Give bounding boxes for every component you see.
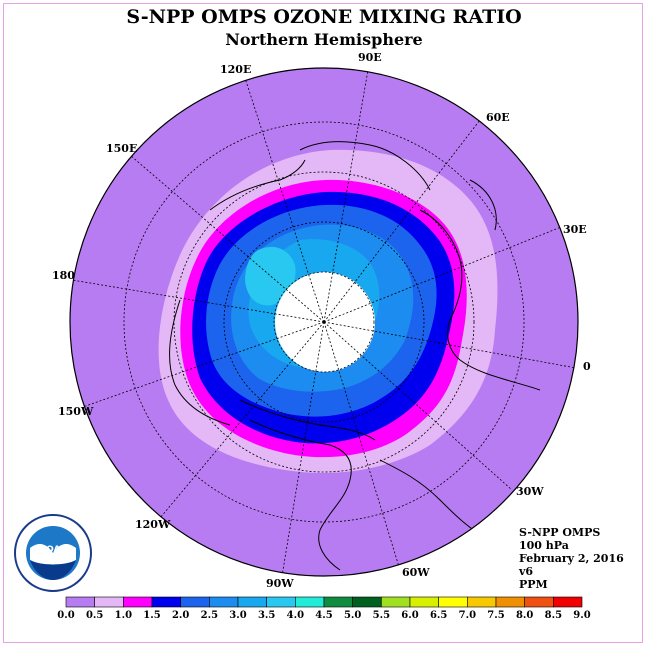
info-units: PPM (519, 578, 548, 591)
colorbar-tick-label: 8.5 (545, 610, 562, 621)
colorbar-tick-label: 3.5 (258, 610, 275, 621)
longitude-labels: 90E 60E 30E 0 30W 60W 90W 120W 150W 180 … (52, 51, 591, 590)
map-border (69, 67, 579, 577)
lon-label-90e: 90E (358, 51, 382, 64)
lon-label-150e: 150E (106, 142, 137, 155)
info-version: v6 (519, 565, 534, 578)
info-date: February 2, 2016 (519, 552, 624, 565)
colorbar-swatch (352, 596, 382, 608)
colorbar-tick-label: 5.0 (344, 610, 361, 621)
colorbar-swatch (323, 596, 353, 608)
colorbar-swatch (266, 596, 296, 608)
map-subtitle: Northern Hemisphere (225, 30, 423, 49)
lon-label-180: 180 (52, 269, 75, 282)
lon-label-90w: 90W (266, 577, 294, 590)
info-instrument: S-NPP OMPS (519, 526, 601, 539)
colorbar-tick-label: 4.5 (315, 610, 332, 621)
lon-label-0: 0 (583, 360, 591, 373)
noaa-logo-text: NOAA (39, 545, 68, 555)
colorbar-swatch (524, 596, 554, 608)
colorbar-tick-label: 1.0 (115, 610, 132, 621)
colorbar-tick-label: 2.5 (201, 610, 218, 621)
lon-label-120e: 120E (220, 63, 251, 76)
lon-label-150w: 150W (58, 405, 94, 418)
noaa-logo: NOAA (14, 514, 92, 592)
colorbar-swatch (209, 596, 239, 608)
colorbar-swatch (381, 596, 411, 608)
colorbar-swatch (438, 596, 468, 608)
colorbar-tick-label: 1.5 (143, 610, 160, 621)
colorbar-swatch (295, 596, 325, 608)
colorbar-tick-label: 7.0 (459, 610, 476, 621)
colorbar-swatch (495, 596, 525, 608)
colorbar-tick-label: 6.5 (430, 610, 447, 621)
colorbar-swatch (94, 596, 124, 608)
lon-label-120w: 120W (135, 518, 171, 531)
lon-label-60e: 60E (486, 111, 510, 124)
colorbar-tick-label: 4.0 (287, 610, 304, 621)
map-title: S-NPP OMPS OZONE MIXING RATIO (126, 6, 522, 28)
colorbar-tick-label: 0.5 (86, 610, 103, 621)
colorbar-tick-label: 7.5 (487, 610, 504, 621)
colorbar-tick-label: 9.0 (573, 610, 590, 621)
colorbar-swatch (467, 596, 497, 608)
figure-frame (3, 3, 643, 643)
colorbar-swatch (123, 596, 153, 608)
colorbar-tick-label: 6.0 (401, 610, 418, 621)
colorbar-swatch (409, 596, 439, 608)
lon-label-60w: 60W (402, 566, 430, 579)
lon-label-30w: 30W (516, 485, 544, 498)
graticule (71, 69, 577, 576)
lon-label-30e: 30E (563, 223, 587, 236)
colorbar-swatch (237, 596, 267, 608)
colorbar-tick-label: 5.5 (373, 610, 390, 621)
colorbar-swatch (151, 596, 181, 608)
colorbar-tick-label: 2.0 (172, 610, 189, 621)
colorbar-tick-label: 0.0 (57, 610, 74, 621)
info-level: 100 hPa (519, 539, 569, 552)
colorbar: 0.0 0.5 1.0 1.5 2.0 2.5 3.0 3.5 4.0 4.5 5.0 5.5 6.0 6… (57, 596, 591, 621)
ozone-band-3-5 (245, 246, 296, 306)
colorbar-tick-label: 8.0 (516, 610, 533, 621)
colorbar-swatch (180, 596, 210, 608)
colorbar-swatch (65, 596, 95, 608)
colorbar-tick-label: 3.0 (229, 610, 246, 621)
colorbar-swatch (553, 596, 583, 608)
